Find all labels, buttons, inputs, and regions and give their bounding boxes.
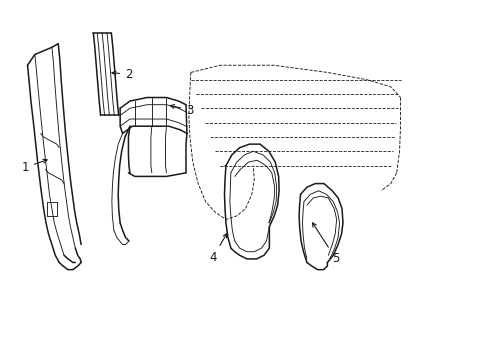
Text: 1: 1 bbox=[21, 159, 47, 174]
Text: 5: 5 bbox=[312, 223, 339, 265]
Text: 3: 3 bbox=[170, 104, 193, 117]
Text: 4: 4 bbox=[209, 234, 226, 264]
Text: 2: 2 bbox=[112, 68, 132, 81]
